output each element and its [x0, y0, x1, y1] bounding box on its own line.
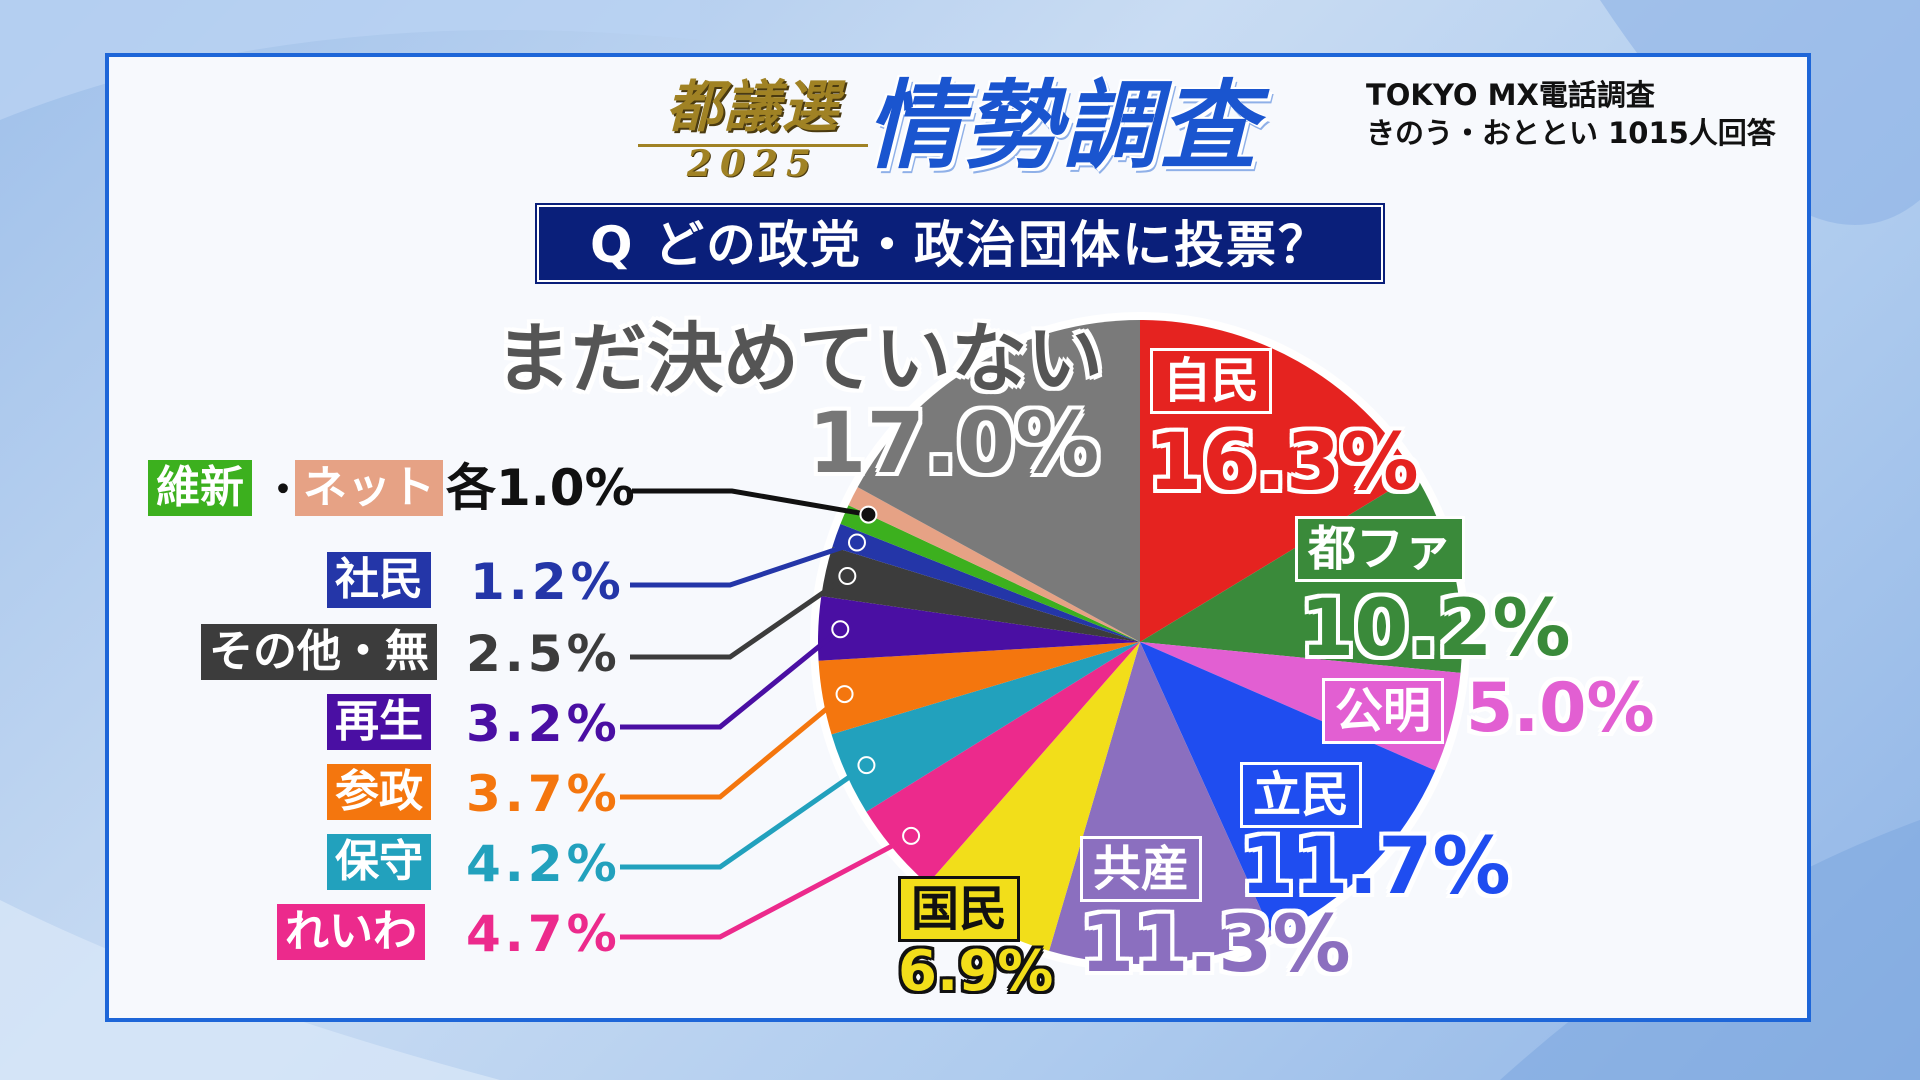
pie-slice-14 — [857, 320, 1140, 642]
leader-line-11 — [630, 540, 858, 588]
question-banner: Q どの政党・政治団体に投票？ — [535, 203, 1385, 284]
leader-dot-6 — [902, 826, 921, 845]
label-ishin-name: 維新 — [148, 460, 252, 516]
label-sansei-name: 参政 — [327, 764, 431, 820]
label-other-name: その他・無 — [201, 624, 437, 680]
pie-slice-6 — [866, 642, 1140, 885]
source-line-2: きのう・おととい 1015人回答 — [1366, 116, 1776, 150]
label-hoshu-pct: 4.2% — [466, 835, 621, 893]
election-logo: 都議選 2025 — [628, 72, 878, 192]
label-kokumin-pct: 6.9% — [898, 939, 1054, 1004]
pie-slice-5 — [927, 642, 1140, 951]
label-saisei-pct: 3.2% — [466, 695, 621, 753]
label-tofa-name: 都ファ — [1295, 516, 1466, 582]
label-rikken-pct: 11.7% — [1240, 822, 1511, 912]
label-kokumin-name: 国民 — [898, 876, 1021, 942]
label-reiwa-pct: 4.7% — [466, 905, 621, 963]
leader-dot-11 — [847, 533, 866, 552]
logo-year: 2025 — [686, 143, 820, 185]
label-komei-name: 公明 — [1322, 678, 1445, 744]
page-title: 情勢調査 — [866, 70, 1258, 182]
label-tofa-pct: 10.2% — [1300, 584, 1571, 674]
pie-slice-11 — [832, 523, 1140, 642]
label-undecided-name: まだ決めていない — [495, 314, 1103, 403]
label-shamin-pct: 1.2% — [470, 553, 625, 611]
leader-line-6 — [620, 833, 913, 940]
label-komei-pct: 5.0% — [1466, 669, 1655, 748]
pie-slice-10 — [821, 546, 1140, 642]
label-reiwa-name: れいわ — [277, 904, 425, 960]
pie-slice-8 — [818, 642, 1140, 735]
leader-dot-8 — [835, 685, 854, 704]
leader-line-12 — [632, 488, 869, 518]
label-net-name: ネット — [295, 460, 443, 516]
pie-slice-9 — [818, 596, 1140, 661]
label-jimin-name: 自民 — [1150, 348, 1273, 414]
pie-slice-7 — [831, 642, 1140, 812]
label-shamin-name: 社民 — [327, 552, 431, 608]
leader-line-10 — [630, 573, 849, 660]
logo-kanji: 都議選 — [666, 74, 840, 140]
source-line-1: TOKYO MX電話調査 — [1366, 78, 1655, 112]
label-saisei-name: 再生 — [327, 694, 431, 750]
label-undecided-pct: 17.0% — [808, 394, 1100, 492]
label-jimin-pct: 16.3% — [1148, 418, 1419, 508]
leader-dot-9 — [831, 620, 850, 639]
label-hoshu-name: 保守 — [327, 834, 431, 890]
leader-line-8 — [620, 692, 847, 800]
pie-slice-13 — [848, 487, 1140, 642]
leader-dot-7 — [857, 756, 876, 775]
logo-divider — [638, 144, 868, 147]
label-kyosan-name: 共産 — [1080, 836, 1203, 902]
leader-line-7 — [620, 763, 868, 870]
label-kyosan-pct: 11.3% — [1080, 900, 1351, 990]
leader-dot-10 — [838, 567, 857, 586]
label-rikken-name: 立民 — [1240, 762, 1363, 828]
survey-source: TOKYO MX電話調査 きのう・おととい 1015人回答 — [1366, 76, 1806, 152]
label-other-pct: 2.5% — [466, 625, 621, 683]
leader-dot-12 — [859, 505, 878, 524]
label-ishin-net-pct: 各1.0% — [446, 459, 635, 517]
label-sansei-pct: 3.7% — [466, 765, 621, 823]
leader-line-9 — [620, 627, 842, 730]
pie-slice-12 — [840, 505, 1140, 642]
